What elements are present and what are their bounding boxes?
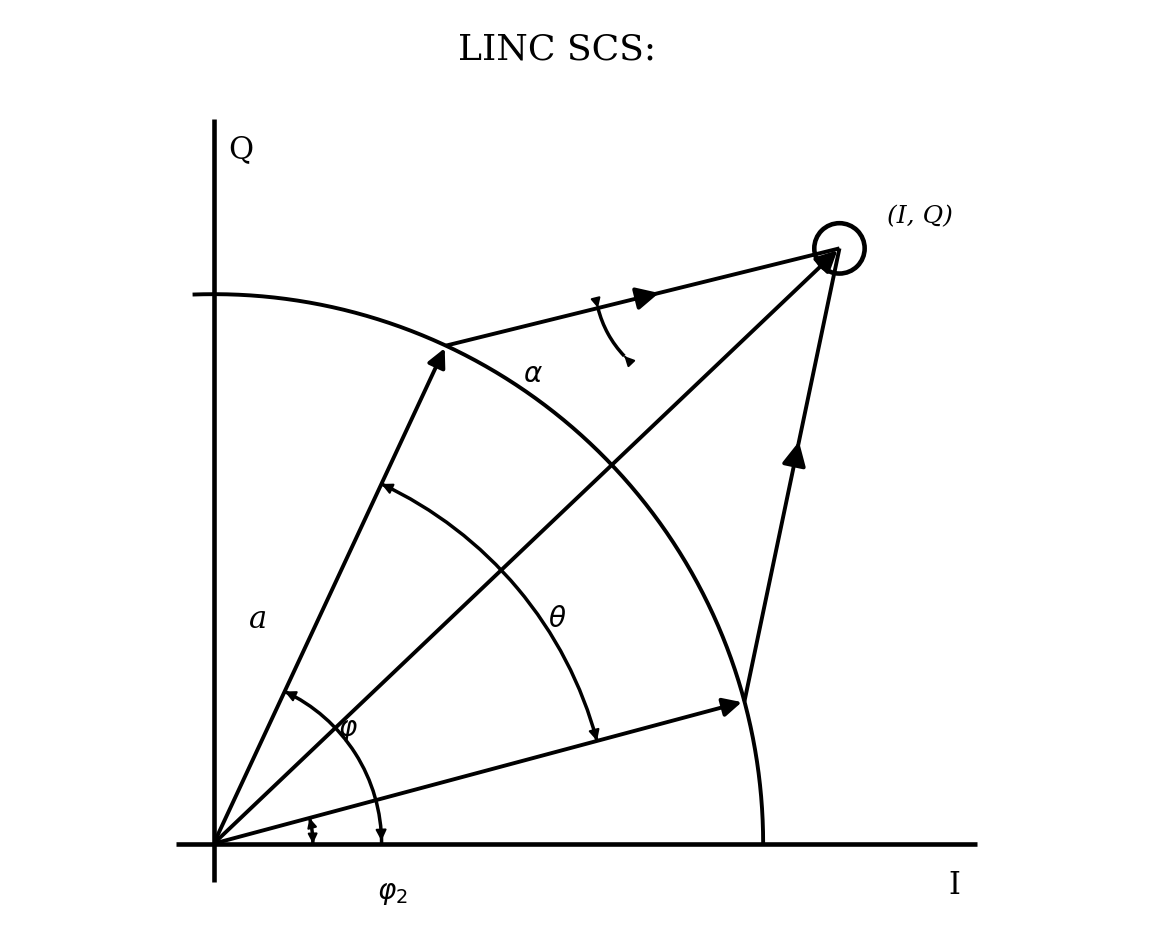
Text: (I, Q): (I, Q)	[886, 205, 952, 228]
Text: a: a	[248, 603, 267, 634]
Text: LINC SCS:: LINC SCS:	[458, 33, 657, 67]
Text: Q: Q	[227, 134, 253, 165]
Text: $\varphi$: $\varphi$	[339, 718, 358, 744]
Text: $\varphi_2$: $\varphi_2$	[377, 880, 407, 906]
Text: $\theta$: $\theta$	[549, 605, 567, 633]
Text: $\alpha$: $\alpha$	[523, 362, 543, 388]
Text: I: I	[948, 870, 959, 902]
